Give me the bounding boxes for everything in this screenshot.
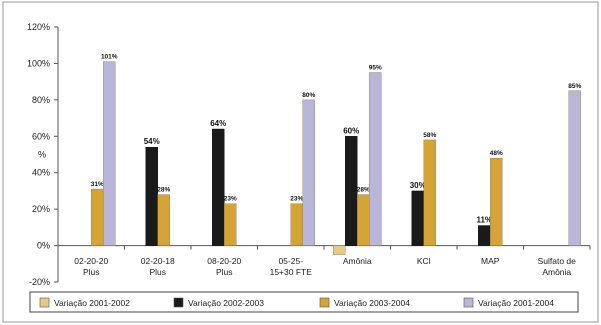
legend: Variação 2001-2002 Variação 2002-2003 Vari… (29, 291, 579, 313)
bar (369, 72, 382, 246)
x-tick-label: 02-20-20 Plus (74, 256, 108, 277)
bar (568, 90, 581, 246)
bar (345, 136, 358, 246)
x-tick-label: 05-25-15+30 FTE (270, 256, 313, 277)
y-tick-label: 80% (32, 95, 50, 105)
legend-swatch (463, 297, 474, 308)
x-axis-labels: 02-20-20 Plus 02-20-18 Plus 08-20-20 Plus 05-2… (74, 245, 591, 277)
legend-entry: Variação 2002-2003 (188, 298, 264, 308)
legend-swatch (319, 297, 330, 308)
bar (423, 139, 436, 246)
data-label: 58% (423, 132, 436, 139)
legend-swatch (173, 297, 184, 308)
bar (224, 203, 237, 246)
legend-swatch (39, 297, 50, 308)
bar (478, 225, 491, 246)
data-label: 23% (224, 196, 237, 203)
bar (411, 190, 424, 246)
x-tick-label: Sulfato de Amônia (538, 256, 577, 277)
data-label: 85% (568, 83, 581, 90)
y-tick-label: 60% (32, 131, 50, 141)
bar (103, 61, 116, 246)
data-label: 31% (91, 181, 104, 188)
bar (91, 188, 104, 246)
x-tick-label: KCl (417, 256, 431, 266)
data-label: 60% (343, 126, 359, 135)
data-label: 101% (101, 54, 118, 61)
legend-entry: Variação 2001-2002 (54, 298, 130, 308)
y-axis-label: % (38, 150, 46, 160)
data-label: 48% (490, 150, 503, 157)
data-label: 11% (476, 216, 492, 225)
data-label: 95% (369, 65, 382, 72)
y-tick-label: 20% (32, 204, 50, 214)
bar (333, 245, 346, 255)
bar (145, 147, 158, 246)
bars: 31% 101% 54% 28% 64% 23% 23% 80% 60% 28% 95% 30% 58%… (91, 54, 581, 255)
data-label: 28% (357, 187, 370, 194)
data-label: 30% (410, 181, 426, 190)
bar (490, 157, 503, 246)
x-tick-label: 08-20-20 Plus (207, 256, 241, 277)
legend-entry: Variação 2003-2004 (334, 298, 410, 308)
bar (212, 128, 225, 246)
bar (290, 203, 303, 246)
data-label: 23% (290, 196, 303, 203)
bar (357, 194, 370, 246)
data-label: 80% (302, 92, 315, 99)
x-tick-label: 02-20-18 Plus (141, 256, 175, 277)
bar (157, 194, 170, 246)
bar (302, 99, 315, 246)
data-label: 28% (157, 187, 170, 194)
y-tick-label: 120% (27, 22, 50, 32)
x-tick-label: MAP (481, 256, 500, 266)
y-tick-label: 0% (37, 241, 50, 251)
y-tick-label: -20% (29, 277, 50, 287)
data-label: 54% (144, 137, 160, 146)
y-tick-label: 100% (27, 58, 50, 68)
y-tick-label: 40% (32, 168, 50, 178)
legend-entry: Variação 2001-2004 (478, 298, 554, 308)
legend-box (29, 291, 579, 313)
x-tick-label: Amônia (343, 256, 372, 266)
data-label: 64% (210, 119, 226, 128)
